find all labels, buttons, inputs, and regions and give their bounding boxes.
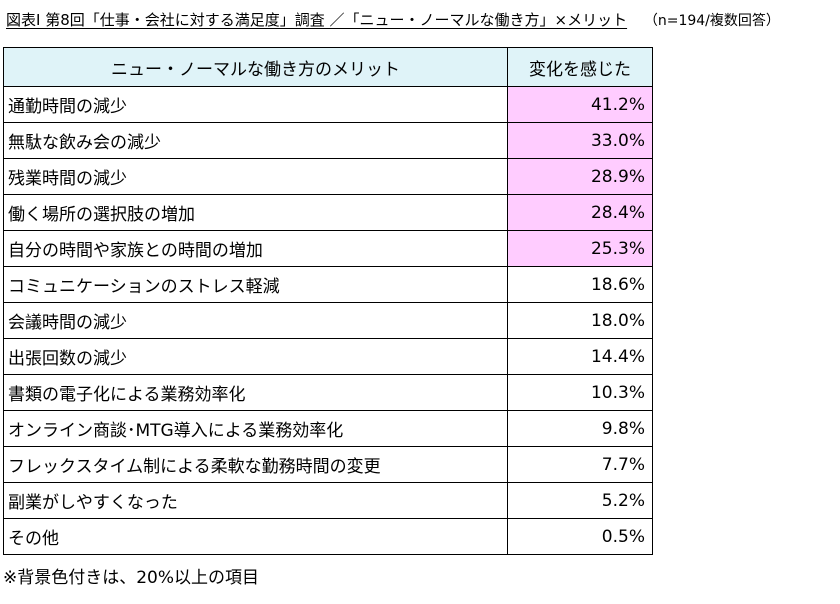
figure-title-text: 図表I 第8回「仕事・会社に対する満足度」調査 ／「ニュー・ノーマルな働き方」×…	[6, 11, 628, 29]
merit-item: 会議時間の減少	[3, 302, 508, 339]
merit-value: 28.4%	[507, 194, 653, 231]
table-row: 副業がしやすくなった 5.2%	[3, 482, 653, 519]
merit-item: 自分の時間や家族との時間の増加	[3, 230, 508, 267]
merit-value: 28.9%	[507, 158, 653, 195]
survey-results-table: ニュー・ノーマルな働き方のメリット 変化を感じた 通勤時間の減少 41.2% 無…	[3, 47, 653, 555]
footnote: ※背景色付きは、20%以上の項目	[3, 568, 260, 588]
merit-value: 9.8%	[507, 410, 653, 447]
merit-value: 18.0%	[507, 302, 653, 339]
merit-value: 33.0%	[507, 122, 653, 159]
merit-value: 14.4%	[507, 338, 653, 375]
merit-item: 書類の電子化による業務効率化	[3, 374, 508, 411]
merit-value: 18.6%	[507, 266, 653, 303]
table-row: 通勤時間の減少 41.2%	[3, 86, 653, 123]
table-row: その他 0.5%	[3, 518, 653, 555]
merit-item: 出張回数の減少	[3, 338, 508, 375]
table-header-row: ニュー・ノーマルな働き方のメリット 変化を感じた	[3, 47, 653, 87]
merit-value: 41.2%	[507, 86, 653, 123]
table-row: 働く場所の選択肢の増加 28.4%	[3, 194, 653, 231]
merit-item: 無駄な飲み会の減少	[3, 122, 508, 159]
header-felt-change: 変化を感じた	[507, 47, 653, 87]
table-row: 書類の電子化による業務効率化 10.3%	[3, 374, 653, 411]
table-row: 出張回数の減少 14.4%	[3, 338, 653, 375]
header-merit: ニュー・ノーマルな働き方のメリット	[3, 47, 508, 87]
merit-item: 通勤時間の減少	[3, 86, 508, 123]
table-row: オンライン商談･MTG導入による業務効率化 9.8%	[3, 410, 653, 447]
merit-value: 0.5%	[507, 518, 653, 555]
sample-note: （n=194/複数回答）	[643, 13, 780, 29]
table-row: コミュニケーションのストレス軽減 18.6%	[3, 266, 653, 303]
merit-item: 働く場所の選択肢の増加	[3, 194, 508, 231]
merit-item: フレックスタイム制による柔軟な勤務時間の変更	[3, 446, 508, 483]
table-row: フレックスタイム制による柔軟な勤務時間の変更 7.7%	[3, 446, 653, 483]
figure-title: 図表I 第8回「仕事・会社に対する満足度」調査 ／「ニュー・ノーマルな働き方」×…	[6, 8, 780, 32]
table-row: 自分の時間や家族との時間の増加 25.3%	[3, 230, 653, 267]
merit-value: 7.7%	[507, 446, 653, 483]
merit-item: 残業時間の減少	[3, 158, 508, 195]
merit-item: 副業がしやすくなった	[3, 482, 508, 519]
merit-item: その他	[3, 518, 508, 555]
table-row: 会議時間の減少 18.0%	[3, 302, 653, 339]
table-row: 残業時間の減少 28.9%	[3, 158, 653, 195]
merit-value: 25.3%	[507, 230, 653, 267]
merit-value: 10.3%	[507, 374, 653, 411]
table-row: 無駄な飲み会の減少 33.0%	[3, 122, 653, 159]
merit-item: コミュニケーションのストレス軽減	[3, 266, 508, 303]
merit-item: オンライン商談･MTG導入による業務効率化	[3, 410, 508, 447]
merit-value: 5.2%	[507, 482, 653, 519]
